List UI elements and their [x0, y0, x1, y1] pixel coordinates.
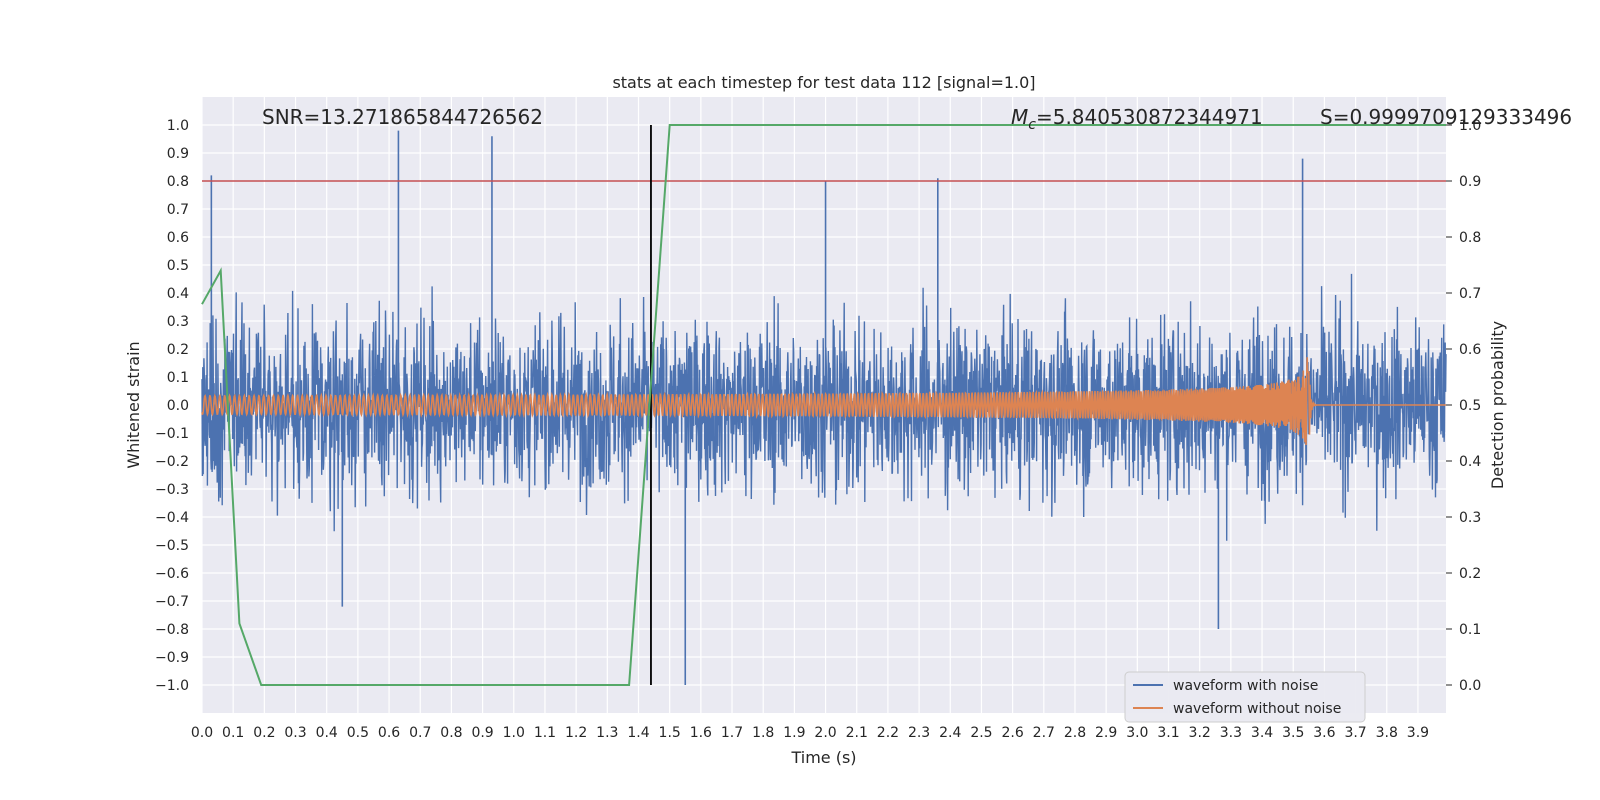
y-tick-label: 0.6	[167, 230, 189, 246]
y-tick-label: −0.5	[155, 538, 189, 554]
y-tick-label: −0.9	[155, 650, 189, 666]
x-tick-label: 1.1	[534, 725, 556, 741]
y-tick-label: −0.3	[155, 482, 189, 498]
x-tick-label: 0.3	[284, 725, 306, 741]
y-tick-label: −0.1	[155, 426, 189, 442]
y-tick-label: −0.2	[155, 454, 189, 470]
detection-probability-line	[201, 124, 1446, 686]
x-tick-label: 1.4	[627, 725, 649, 741]
x-tick-label: 1.5	[659, 725, 681, 741]
y-tick-label: 0.9	[167, 146, 189, 162]
x-tick-label: 1.2	[565, 725, 587, 741]
legend-box	[1124, 671, 1366, 723]
x-tick-label: 3.2	[1189, 725, 1211, 741]
y2-tick-label: 0.2	[1459, 566, 1481, 582]
chirp-mass-symbol: M	[1011, 105, 1028, 129]
x-tick-label: 0.4	[316, 725, 338, 741]
y-axis-label: Whitened strain	[124, 341, 143, 468]
y2-tick-label: 0.0	[1459, 678, 1481, 694]
y-tick-label: 0.3	[167, 314, 189, 330]
x-tick-label: 2.6	[1001, 725, 1023, 741]
y2-tick-label: 0.1	[1459, 622, 1481, 638]
y-tick-label: 0.2	[167, 342, 189, 358]
x-tick-label: 3.9	[1407, 725, 1429, 741]
x-axis-label: Time (s)	[790, 748, 856, 767]
y-tick-label: −0.7	[155, 594, 189, 610]
x-tick-label: 2.3	[908, 725, 930, 741]
x-tick-label: 2.8	[1064, 725, 1086, 741]
y-tick-label: −0.4	[155, 510, 189, 526]
noisy-waveform-line	[201, 273, 1447, 541]
s-annotation: S=0.9999709129333496	[1320, 105, 1572, 129]
x-tick-label: 1.7	[721, 725, 743, 741]
legend-label-clean: waveform without noise	[1173, 701, 1341, 717]
x-tick-label: 3.7	[1344, 725, 1366, 741]
x-tick-label: 2.5	[970, 725, 992, 741]
y-tick-label: −1.0	[155, 678, 189, 694]
legend-label-noise: waveform with noise	[1173, 678, 1318, 694]
x-tick-label: 1.8	[752, 725, 774, 741]
y2-tick-label: 0.6	[1459, 342, 1481, 358]
y-tick-label: 0.1	[167, 370, 189, 386]
x-tick-label: 1.0	[503, 725, 525, 741]
x-tick-label: 3.0	[1126, 725, 1148, 741]
x-tick-label: 0.6	[378, 725, 400, 741]
x-tick-label: 3.4	[1251, 725, 1273, 741]
y-tick-label: −0.6	[155, 566, 189, 582]
x-tick-label: 0.2	[253, 725, 275, 741]
y2-tick-label: 0.9	[1459, 174, 1481, 190]
legend: waveform with noise waveform without noi…	[1124, 671, 1366, 723]
chart-title: stats at each timestep for test data 112…	[612, 73, 1035, 92]
y-tick-label: 0.5	[167, 258, 189, 274]
x-tick-label: 1.6	[690, 725, 712, 741]
y-tick-label: 1.0	[167, 118, 189, 134]
x-tick-label: 3.5	[1282, 725, 1304, 741]
x-tick-label: 2.4	[939, 725, 961, 741]
x-tick-label: 1.3	[596, 725, 618, 741]
x-tick-label: 0.9	[471, 725, 493, 741]
x-tick-label: 3.3	[1220, 725, 1242, 741]
y2-tick-label: 1.0	[1459, 118, 1481, 134]
y2-tick-label: 0.5	[1459, 398, 1481, 414]
x-tick-label: 2.2	[877, 725, 899, 741]
y-tick-label: 0.4	[167, 286, 189, 302]
x-tick-label: 2.7	[1033, 725, 1055, 741]
x-tick-label: 2.0	[814, 725, 836, 741]
x-tick-label: 3.8	[1376, 725, 1398, 741]
snr-annotation: SNR=13.271865844726562	[262, 105, 543, 129]
x-tick-label: 0.1	[222, 725, 244, 741]
x-tick-label: 0.0	[191, 725, 213, 741]
clean-waveform-line	[201, 357, 1446, 446]
y-tick-label: −0.8	[155, 622, 189, 638]
y-tick-label: 0.7	[167, 202, 189, 218]
series-layer	[201, 124, 1447, 686]
tick-labels: 0.0 0.1 0.2 0.3 0.4 0.5 0.6 0.7 0.8 0.9 1.0 1.1 1.2 1…	[155, 118, 1481, 741]
x-tick-label: 2.1	[846, 725, 868, 741]
x-tick-label: 0.5	[347, 725, 369, 741]
x-tick-label: 0.7	[409, 725, 431, 741]
x-tick-label: 0.8	[440, 725, 462, 741]
x-tick-label: 3.6	[1313, 725, 1335, 741]
y-tick-label: 0.0	[167, 398, 189, 414]
chirp-mass-value: =5.840530872344971	[1036, 105, 1263, 129]
y2-tick-label: 0.8	[1459, 230, 1481, 246]
x-tick-label: 1.9	[783, 725, 805, 741]
y2-axis-label: Detection probability	[1488, 321, 1507, 489]
y2-tick-label: 0.4	[1459, 454, 1481, 470]
y-tick-label: 0.8	[167, 174, 189, 190]
chirp-mass-annotation: Mc=5.840530872344971	[1011, 105, 1263, 133]
x-tick-label: 3.1	[1157, 725, 1179, 741]
y2-tick-label: 0.3	[1459, 510, 1481, 526]
chirp-mass-subscript: c	[1028, 117, 1036, 133]
x-tick-label: 2.9	[1095, 725, 1117, 741]
y2-tick-label: 0.7	[1459, 286, 1481, 302]
